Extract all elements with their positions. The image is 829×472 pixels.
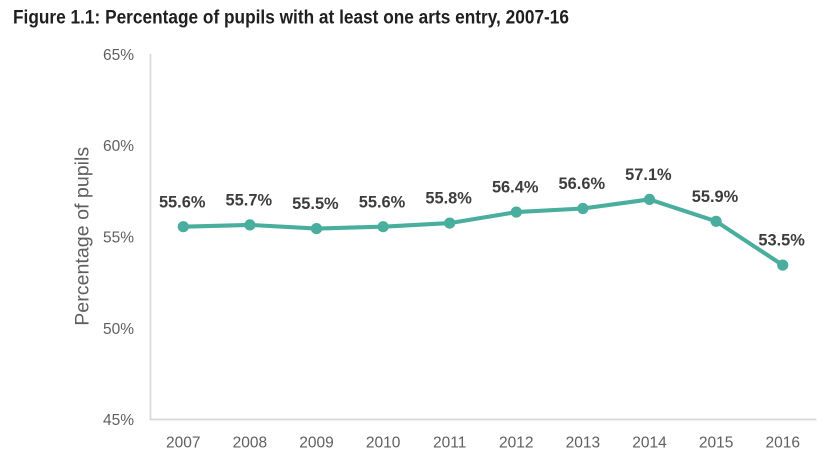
svg-text:55.6%: 55.6%: [159, 192, 206, 211]
svg-text:55.7%: 55.7%: [226, 191, 273, 210]
svg-text:55.6%: 55.6%: [359, 192, 406, 211]
svg-text:2010: 2010: [366, 435, 401, 452]
svg-text:2016: 2016: [765, 435, 799, 452]
svg-text:2014: 2014: [632, 435, 667, 452]
svg-text:2009: 2009: [299, 435, 333, 452]
svg-text:2008: 2008: [233, 435, 267, 452]
svg-text:2013: 2013: [566, 435, 600, 452]
svg-text:65%: 65%: [103, 47, 134, 64]
svg-text:55.9%: 55.9%: [692, 187, 739, 206]
svg-text:55.8%: 55.8%: [425, 189, 472, 208]
svg-text:2012: 2012: [499, 435, 533, 452]
svg-text:55.5%: 55.5%: [292, 194, 339, 213]
svg-text:2011: 2011: [433, 435, 466, 452]
svg-text:2015: 2015: [699, 435, 733, 452]
svg-text:Percentage of pupils: Percentage of pupils: [72, 147, 93, 326]
svg-text:Figure 1.1: Percentage of pupi: Figure 1.1: Percentage of pupils with at…: [13, 8, 569, 29]
svg-text:56.4%: 56.4%: [492, 178, 539, 197]
svg-text:53.5%: 53.5%: [758, 231, 805, 250]
svg-text:56.6%: 56.6%: [559, 174, 606, 193]
svg-text:2007: 2007: [166, 435, 200, 452]
svg-text:60%: 60%: [103, 138, 134, 155]
svg-text:55%: 55%: [103, 230, 134, 247]
svg-text:57.1%: 57.1%: [625, 165, 672, 184]
svg-text:50%: 50%: [103, 321, 134, 338]
svg-text:45%: 45%: [103, 412, 134, 429]
